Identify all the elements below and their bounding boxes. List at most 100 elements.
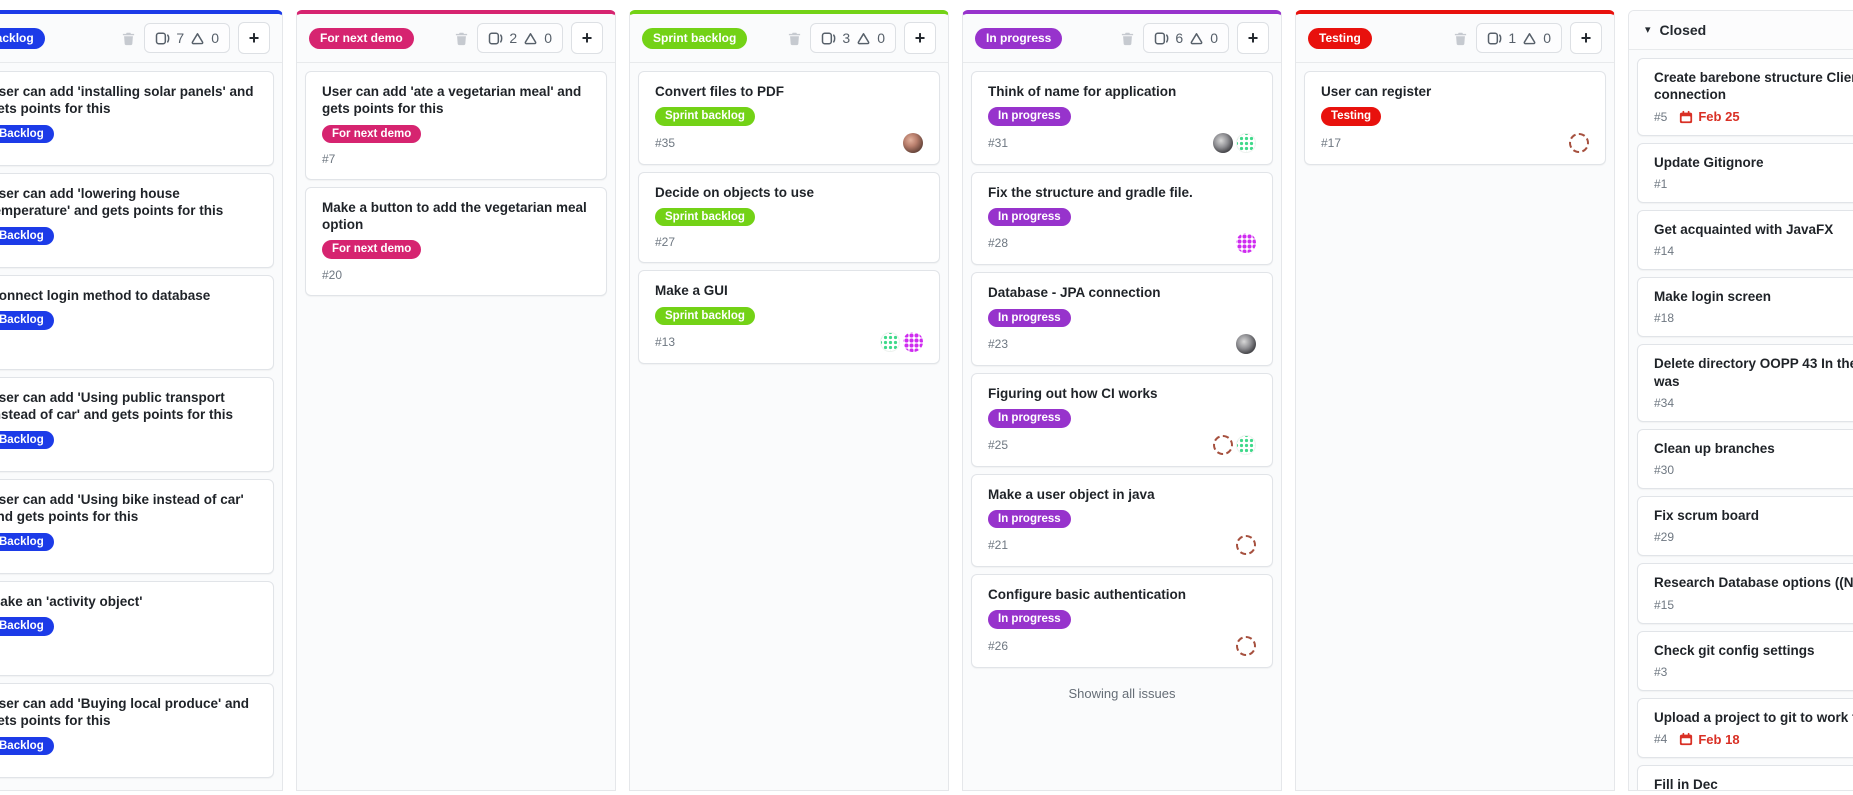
- card-label: Backlog: [0, 736, 54, 755]
- assignee-avatars: [1210, 132, 1256, 153]
- card[interactable]: Delete directory OOPP 43 In the begin wa…: [1637, 344, 1853, 422]
- card[interactable]: Think of name for application In progress…: [971, 71, 1273, 165]
- card-title: User can add 'Buying local produce' and …: [0, 696, 249, 729]
- issue-number: #3: [1654, 664, 1668, 679]
- card-meta: #18: [1654, 310, 1853, 326]
- card[interactable]: Make an 'activity object' Backlog: [0, 581, 274, 676]
- card[interactable]: User can add 'Using public transport ins…: [0, 377, 274, 472]
- card-title: Make a user object in java: [988, 486, 1155, 502]
- alerts-count: 0: [211, 30, 219, 46]
- card[interactable]: Decide on objects to use Sprint backlog #2…: [638, 171, 940, 264]
- column-for-next-demo: For next demo 2 0 + User can add 'ate a vege…: [296, 10, 616, 791]
- card[interactable]: User can add 'installing solar panels' a…: [0, 71, 274, 166]
- issue-number: #15: [1654, 597, 1675, 612]
- card[interactable]: User can add 'Buying local produce' and …: [0, 683, 274, 778]
- card-meta: #23: [988, 333, 1256, 354]
- issue-number: #20: [322, 267, 343, 282]
- identicon-avatar: [1236, 132, 1256, 153]
- closed-column-title: Closed: [1659, 22, 1707, 38]
- card-list: Create barebone structure Client-Server …: [1629, 50, 1853, 790]
- add-card-button[interactable]: +: [904, 22, 936, 54]
- cards-count: 6: [1175, 30, 1184, 46]
- card-title: Create barebone structure Client-Server …: [1654, 70, 1853, 103]
- add-card-button[interactable]: +: [1237, 22, 1269, 54]
- column-backlog: Backlog 70 + User can add 'installing solar…: [0, 10, 283, 791]
- card[interactable]: User can add 'ate a vegetarian meal' and…: [305, 71, 607, 180]
- issue-number: #4: [1654, 732, 1668, 747]
- card-list: Think of name for application In progress…: [963, 63, 1281, 676]
- card-title: User can add 'Using public transport ins…: [0, 390, 233, 423]
- card-list: User can add 'ate a vegetarian meal' and…: [297, 63, 615, 304]
- card[interactable]: Upload a project to git to work from #4 Fe…: [1637, 697, 1853, 759]
- card-meta: #7: [322, 150, 590, 168]
- card[interactable]: Make a GUI Sprint backlog #13: [638, 270, 940, 364]
- card-meta: #13: [655, 331, 923, 352]
- card[interactable]: Figuring out how CI works In progress #25: [971, 372, 1273, 467]
- card[interactable]: Research Database options ((No)SQL?) #15: [1637, 563, 1853, 624]
- card[interactable]: Update Gitignore #1: [1637, 142, 1853, 203]
- card[interactable]: Make a button to add the vegetarian meal…: [305, 186, 607, 296]
- card-title: Decide on objects to use: [655, 184, 815, 200]
- column-label: Sprint backlog: [642, 27, 748, 49]
- card[interactable]: Clean up branches #30: [1637, 428, 1853, 490]
- trash-icon[interactable]: [121, 31, 136, 46]
- card-label: In progress: [988, 509, 1071, 529]
- card[interactable]: Get acquainted with JavaFX #14: [1637, 209, 1853, 271]
- issue-number: #13: [655, 334, 676, 349]
- card[interactable]: Fix scrum board #29: [1637, 496, 1853, 557]
- issue-number: #7: [322, 151, 336, 166]
- issue-number: #27: [655, 235, 676, 250]
- add-card-button[interactable]: +: [238, 22, 270, 54]
- card[interactable]: User can add 'lowering house temperature…: [0, 173, 274, 268]
- trash-icon[interactable]: [454, 31, 469, 46]
- card[interactable]: User can register Testing #17: [1304, 71, 1606, 165]
- identicon-avatar: [1236, 233, 1256, 254]
- card[interactable]: User can add 'Using bike instead of car'…: [0, 479, 274, 574]
- add-card-button[interactable]: +: [1570, 22, 1602, 54]
- card[interactable]: Check git config settings #3: [1637, 630, 1853, 691]
- card[interactable]: Fill in Dec: [1637, 765, 1853, 790]
- trash-icon[interactable]: [787, 31, 802, 46]
- card[interactable]: Fix the structure and gradle file. In pro…: [971, 171, 1273, 266]
- column-closed: ▾ Closed Create barebone structure Client-…: [1628, 10, 1853, 791]
- assignee-avatars: [877, 331, 923, 352]
- trash-icon[interactable]: [1120, 31, 1135, 46]
- column-label: In progress: [975, 27, 1063, 49]
- issue-number: #21: [988, 538, 1009, 553]
- alert-triangle-icon: [523, 31, 538, 46]
- avatar: [1213, 132, 1233, 153]
- card-title: Get acquainted with JavaFX: [1654, 221, 1834, 237]
- card-label: Backlog: [0, 226, 54, 245]
- issue-number: #5: [1654, 109, 1668, 124]
- card[interactable]: Make a user object in java In progress #21: [971, 473, 1273, 568]
- card-label: Sprint backlog: [655, 107, 755, 126]
- column-header: For next demo 2 0 +: [297, 14, 615, 63]
- card[interactable]: Make login screen #18: [1637, 277, 1853, 338]
- column-label: Testing: [1308, 27, 1372, 49]
- identicon-avatar: [1213, 434, 1233, 455]
- card[interactable]: Configure basic authentication In progres…: [971, 574, 1273, 668]
- card-title: Clean up branches: [1654, 440, 1775, 456]
- note-card-icon: [821, 31, 836, 46]
- card[interactable]: Connect login method to database Backlog: [0, 275, 274, 370]
- card[interactable]: Create barebone structure Client-Server …: [1637, 58, 1853, 136]
- card-title: Fix scrum board: [1654, 508, 1760, 524]
- card-title: Convert files to PDF: [655, 84, 785, 99]
- card-title: Make an 'activity object': [0, 594, 143, 609]
- assignee-avatars: [1233, 635, 1256, 656]
- card-meta: #17: [1321, 132, 1589, 153]
- calendar-icon: [1679, 110, 1693, 124]
- card-list: Convert files to PDF Sprint backlog #35 Dec…: [630, 63, 948, 372]
- card[interactable]: Convert files to PDF Sprint backlog #35: [638, 71, 940, 165]
- note-card-icon: [1487, 31, 1502, 46]
- closed-column-header[interactable]: ▾ Closed: [1629, 11, 1853, 50]
- card-label: In progress: [988, 610, 1071, 629]
- add-card-button[interactable]: +: [571, 22, 603, 54]
- identicon-avatar: [880, 331, 900, 352]
- card-label: Backlog: [0, 532, 54, 551]
- card-title: Make a GUI: [655, 283, 728, 299]
- trash-icon[interactable]: [1453, 31, 1468, 46]
- card[interactable]: Database - JPA connection In progress #23: [971, 272, 1273, 366]
